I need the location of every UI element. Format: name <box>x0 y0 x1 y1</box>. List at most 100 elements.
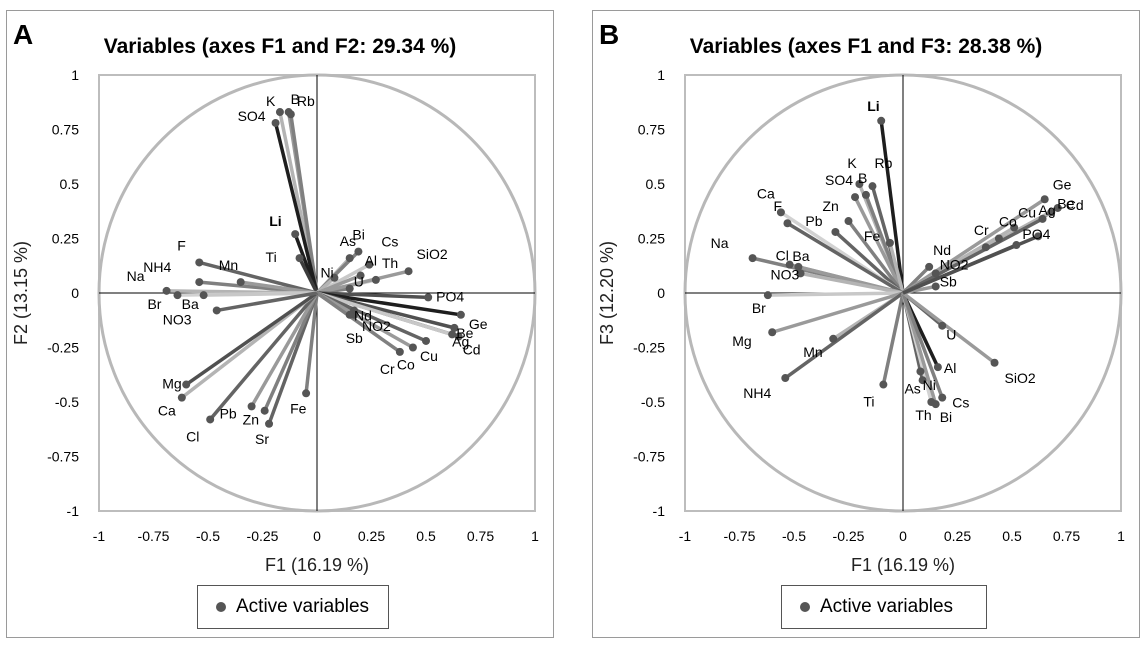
variable-label: F <box>773 198 782 214</box>
variable-point <box>763 291 772 300</box>
variable-point <box>1034 232 1043 241</box>
variable-point <box>861 190 870 199</box>
variable-label: Sr <box>255 431 269 447</box>
variable-label: Rb <box>297 93 315 109</box>
variable-point <box>829 334 838 343</box>
variable-label: Nd <box>933 242 951 258</box>
variable-label: Ba <box>792 248 809 264</box>
variable-label: Cu <box>420 348 438 364</box>
variable-point <box>931 269 940 278</box>
variable-label: Mn <box>803 344 822 360</box>
variable-point <box>260 406 269 415</box>
variable-label: Li <box>867 98 879 114</box>
variable-label: Na <box>127 268 145 284</box>
variable-vector <box>297 257 319 294</box>
variable-point <box>395 347 404 356</box>
variable-vector <box>203 291 318 297</box>
x-tick-label: -0.5 <box>196 528 220 544</box>
legend-marker-icon <box>800 602 810 612</box>
variable-label: Ti <box>266 249 277 265</box>
variable-label: Al <box>365 253 377 269</box>
variable-vector <box>208 291 319 421</box>
variable-vector <box>250 292 319 408</box>
variable-vector <box>216 291 318 313</box>
variable-point <box>1053 203 1062 212</box>
legend-label: Active variables <box>236 596 370 617</box>
variable-label: Sb <box>346 330 363 346</box>
variable-vector <box>185 291 319 386</box>
variable-point <box>195 278 204 287</box>
variable-point <box>302 389 311 398</box>
y-tick-label: 0.75 <box>52 122 79 138</box>
legend-label: Active variables <box>820 596 954 617</box>
variable-vector <box>853 196 905 294</box>
variable-vector <box>304 292 319 394</box>
variable-label: Cr <box>974 222 989 238</box>
x-tick-label: 0 <box>313 528 321 544</box>
x-tick-label: -0.5 <box>782 528 806 544</box>
variable-label: Li <box>269 213 281 229</box>
panel-letter: A <box>13 19 34 50</box>
variable-label: F <box>177 237 186 253</box>
y-tick-label: -1 <box>653 503 666 519</box>
y-tick-label: -0.5 <box>55 394 79 410</box>
y-tick-label: -0.5 <box>641 394 665 410</box>
variable-point <box>404 267 413 276</box>
variable-label: Cr <box>380 361 395 377</box>
variable-point <box>295 254 304 263</box>
variable-label: Na <box>711 235 729 251</box>
y-tick-label: -0.25 <box>47 340 79 356</box>
variable-point <box>785 260 794 269</box>
variable-label: Sb <box>940 273 957 289</box>
variable-label: B <box>858 170 867 186</box>
variable-label: K <box>266 93 276 109</box>
variable-label: Ag <box>1039 202 1056 218</box>
y-tick-label: -0.25 <box>633 340 665 356</box>
variable-label: K <box>847 155 857 171</box>
variable-label: Bi <box>940 409 952 425</box>
chart-title: Variables (axes F1 and F2: 29.34 %) <box>103 35 457 58</box>
variable-vector <box>847 220 905 295</box>
variable-point <box>981 243 990 252</box>
variable-point <box>354 247 363 256</box>
legend: Active variables <box>197 585 389 629</box>
variable-vector <box>902 197 1046 295</box>
variable-point <box>844 217 853 226</box>
y-tick-label: 0 <box>657 285 665 301</box>
y-tick-label: -1 <box>67 503 80 519</box>
variable-label: Cd <box>463 342 481 358</box>
variable-point <box>173 291 182 300</box>
variable-point <box>212 306 221 315</box>
variable-point <box>330 273 339 282</box>
variable-vector <box>901 291 996 365</box>
variable-label: PO4 <box>1022 226 1050 242</box>
variable-point <box>768 328 777 337</box>
variable-label: Cl <box>776 248 789 264</box>
variable-label: Ag <box>452 333 469 349</box>
variable-vector <box>786 221 904 295</box>
variable-point <box>794 262 803 271</box>
variable-point <box>781 374 790 383</box>
variable-label: Fe <box>864 228 881 244</box>
variable-label: Ca <box>757 185 775 201</box>
variable-point <box>356 271 365 280</box>
variable-point <box>938 393 947 402</box>
variable-label: Zn <box>243 412 259 428</box>
x-tick-label: -1 <box>93 528 106 544</box>
x-tick-label: 0.75 <box>1053 528 1080 544</box>
variable-point <box>1040 195 1049 204</box>
variable-point <box>422 336 430 345</box>
variable-vector <box>316 269 409 295</box>
variable-label: Rb <box>874 155 892 171</box>
variable-label: NO3 <box>163 311 192 327</box>
x-tick-label: -1 <box>679 528 692 544</box>
variable-vector <box>273 122 319 294</box>
variable-label: Ti <box>863 394 874 410</box>
variable-vector <box>289 113 319 294</box>
variable-point <box>885 238 894 247</box>
variable-label: NO2 <box>362 318 391 334</box>
variable-label: Be <box>456 325 473 341</box>
variable-point <box>454 332 463 341</box>
variable-point <box>199 291 208 300</box>
variable-point <box>345 310 354 319</box>
